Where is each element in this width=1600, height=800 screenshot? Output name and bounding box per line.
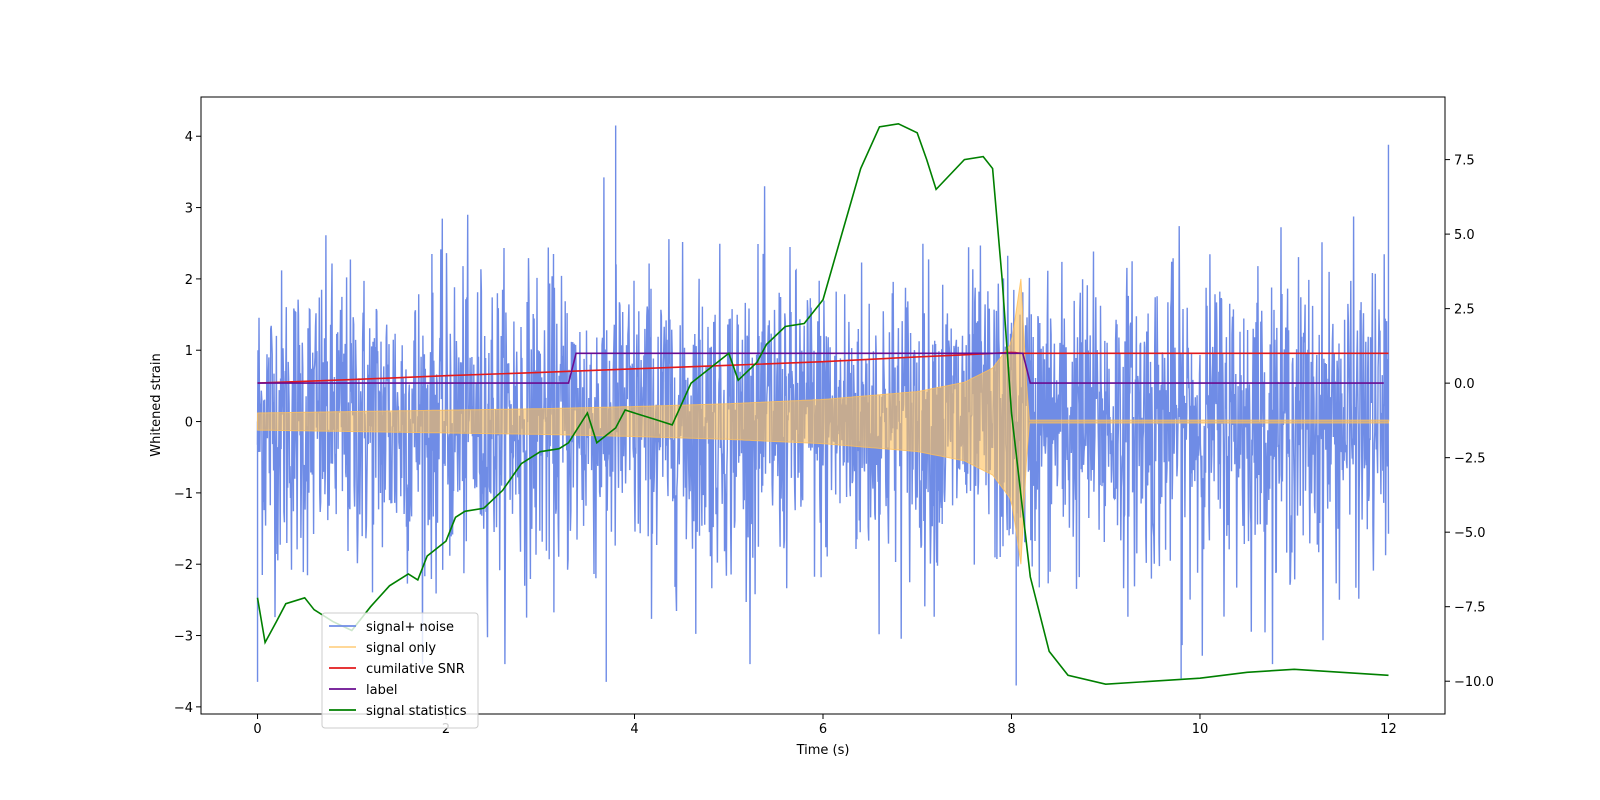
x-tick-label: 2 bbox=[442, 722, 450, 737]
legend-label: label bbox=[366, 683, 397, 698]
y-tick-label: 3 bbox=[185, 202, 193, 217]
legend-label: cumilative SNR bbox=[366, 662, 465, 677]
y2-tick-label: −5.0 bbox=[1454, 526, 1486, 541]
x-tick-label: 12 bbox=[1380, 722, 1397, 737]
legend-label: signal only bbox=[366, 641, 436, 656]
series-cumilative-snr-line bbox=[257, 351, 1389, 384]
x-tick-label: 0 bbox=[253, 722, 261, 737]
x-axis: 0 2 4 6 8 10 12 bbox=[253, 714, 1397, 737]
y-tick-label: −3 bbox=[174, 630, 193, 645]
y2-tick-label: −2.5 bbox=[1454, 452, 1486, 467]
series-label-line bbox=[257, 352, 1384, 384]
y-tick-label: 0 bbox=[185, 416, 193, 431]
y-tick-label: −2 bbox=[174, 558, 193, 573]
y2-tick-label: 7.5 bbox=[1454, 154, 1475, 169]
legend-box bbox=[321, 612, 479, 729]
y-tick-label: 2 bbox=[185, 273, 193, 288]
y-tick-label: −4 bbox=[174, 701, 193, 716]
series-signal-statistics-line bbox=[256, 122, 1389, 686]
y-tick-label: 1 bbox=[185, 344, 193, 359]
x-tick-label: 4 bbox=[630, 722, 638, 737]
y2-tick-label: 0.0 bbox=[1454, 377, 1475, 392]
x-axis-label: Time (s) bbox=[796, 743, 850, 758]
legend-label: signal+ noise bbox=[366, 620, 454, 635]
x-tick-label: 8 bbox=[1007, 722, 1015, 737]
x-tick-label: 6 bbox=[819, 722, 827, 737]
y2-tick-label: 2.5 bbox=[1454, 303, 1475, 318]
y-axis-label: Whitened strain bbox=[149, 353, 164, 456]
x-tick-label: 10 bbox=[1192, 722, 1209, 737]
series-signal-only-envelope bbox=[257, 278, 1389, 565]
legend-label: signal statistics bbox=[366, 704, 467, 719]
y-axis-right: −10.0 −7.5 −5.0 −2.5 0.0 2.5 5.0 7.5 bbox=[1445, 154, 1494, 690]
y-axis-left: −4 −3 −2 −1 0 1 2 3 4 bbox=[174, 130, 201, 716]
legend: signal+ noise signal only cumilative SNR la… bbox=[321, 612, 479, 729]
y-tick-label: 4 bbox=[185, 130, 193, 145]
y2-tick-label: 5.0 bbox=[1454, 228, 1475, 243]
y-tick-label: −1 bbox=[174, 487, 193, 502]
y2-tick-label: −10.0 bbox=[1454, 675, 1494, 690]
y2-tick-label: −7.5 bbox=[1454, 601, 1486, 616]
series-layer bbox=[256, 122, 1390, 686]
